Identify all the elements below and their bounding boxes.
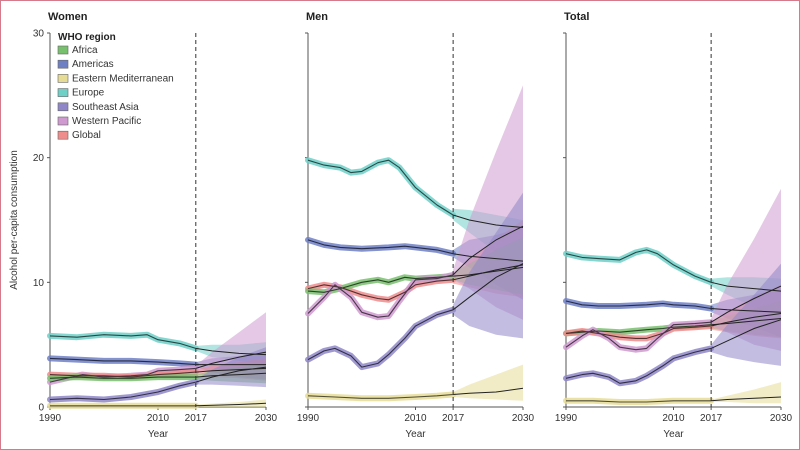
series-line-africa-women (49, 376, 196, 379)
series-halo-europe-men (305, 157, 457, 218)
y-tick-label: 20 (33, 153, 45, 164)
forecast-line-africa-women (195, 372, 267, 378)
x-tick-label: 2017 (185, 413, 208, 424)
series-line-southeast-asia-men (307, 309, 454, 368)
x-tick-label: 2017 (442, 413, 465, 424)
legend-title: WHO region (58, 32, 116, 43)
legend-swatch-southeast-asia (57, 102, 69, 112)
x-tick-label: 2010 (662, 413, 685, 424)
x-tick-label: 2010 (404, 413, 427, 424)
y-tick-label: 30 (33, 29, 45, 40)
x-tick-label: 1990 (555, 413, 578, 424)
x-tick-label: 2030 (512, 413, 535, 424)
x-axis-label-men: Year (405, 429, 426, 440)
legend-entry-eastern-mediterranean: Eastern Mediterranean (72, 73, 174, 84)
legend-swatch-africa (57, 45, 69, 55)
series-line-western-pacific-total (565, 321, 712, 351)
series-halo-southeast-asia-women (47, 379, 199, 403)
panel-title-total: Total (564, 11, 589, 23)
x-tick-label: 2030 (255, 413, 278, 424)
forecast-line-western-pacific-total (710, 285, 782, 323)
series-line-europe-total (565, 249, 712, 283)
series-line-africa-men (307, 275, 454, 293)
uncertainty-band-southeast-asia-men (453, 192, 523, 339)
forecast-line-southeast-asia-men (452, 263, 524, 311)
y-tick-label: 10 (33, 278, 45, 289)
series-line-europe-men (307, 159, 454, 216)
series-line-southeast-asia-women (49, 381, 196, 401)
panel-title-women: Women (48, 11, 88, 23)
panel-title-men: Men (306, 11, 328, 23)
legend-swatch-western-pacific (57, 116, 69, 126)
forecast-line-europe-men (452, 214, 524, 228)
x-tick-label: 2010 (147, 413, 170, 424)
series-line-americas-men (307, 239, 454, 255)
forecast-line-americas-total (711, 308, 782, 313)
legend-swatch-europe (57, 88, 69, 97)
forecast-line-americas-men (453, 253, 524, 262)
forecast-line-southeast-asia-total (710, 319, 782, 349)
series-line-global-total (565, 325, 712, 339)
series-line-southeast-asia-total (565, 347, 712, 384)
series-line-americas-total (565, 300, 712, 310)
legend-entry-southeast-asia: Southeast Asia (72, 102, 139, 113)
legend-entry-americas: Americas (72, 59, 114, 70)
series-line-global-men (307, 279, 454, 301)
legend-swatch-global (57, 130, 69, 140)
legend-swatch-eastern-mediterranean (57, 74, 69, 83)
x-tick-label: 2017 (700, 413, 723, 424)
forecast-line-eastern-mediterranean-women (195, 402, 267, 407)
legend-entry-western-pacific: Western Pacific (72, 116, 141, 127)
series-line-western-pacific-men (307, 274, 454, 318)
forecast-line-eastern-mediterranean-men (453, 387, 524, 395)
forecast-line-western-pacific-women (195, 351, 267, 369)
x-axis-label-women: Year (148, 429, 169, 440)
legend-entry-europe: Europe (72, 88, 105, 99)
series-line-global-women (49, 371, 196, 378)
legend-entry-global: Global (72, 130, 101, 141)
forecast-line-europe-women (195, 347, 267, 356)
legend-entry-africa: Africa (72, 45, 98, 56)
x-axis-label-total: Year (663, 429, 684, 440)
forecast-line-eastern-mediterranean-total (711, 396, 782, 402)
x-tick-label: 1990 (39, 413, 62, 424)
y-axis-label: Alcohol per-capita consumption (9, 150, 20, 290)
y-tick-label: 0 (38, 403, 44, 414)
series-line-eastern-mediterranean-men (307, 393, 454, 399)
series-line-americas-women (49, 357, 196, 366)
forecast-line-southeast-asia-women (195, 366, 267, 383)
forecast-line-global-total (710, 313, 782, 327)
series-halo-americas-men (305, 236, 457, 257)
x-tick-label: 1990 (297, 413, 320, 424)
series-line-eastern-mediterranean-total (566, 400, 712, 403)
forecast-line-africa-men (453, 266, 524, 277)
series-halo-europe-total (563, 246, 715, 286)
series-line-europe-women (49, 334, 196, 349)
forecast-line-western-pacific-men (452, 225, 524, 276)
x-tick-label: 2030 (770, 413, 793, 424)
legend-swatch-americas (57, 59, 69, 69)
forecast-line-europe-total (710, 281, 782, 292)
uncertainty-band-eastern-mediterranean-men (453, 364, 523, 401)
